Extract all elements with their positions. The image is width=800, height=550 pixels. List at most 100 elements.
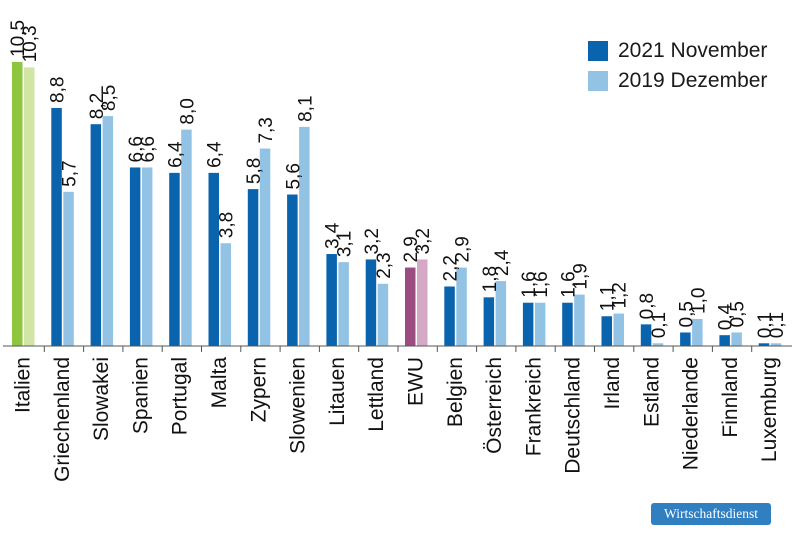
value-label-s1-oesterreich: 1,8	[480, 266, 501, 292]
category-label-deutschland: Deutschland	[562, 357, 585, 474]
bar-s2-deutschland	[574, 294, 585, 346]
bar-s1-luxemburg	[758, 343, 770, 346]
value-label-s1-deutschland: 1,6	[558, 271, 579, 297]
value-label-s2-italien: 10,3	[20, 25, 41, 62]
bar-s2-frankreich	[534, 302, 546, 346]
bar-s2-slowakei	[102, 116, 114, 346]
bar-s1-italien	[12, 61, 23, 346]
value-label-s2-portugal: 8,0	[177, 98, 198, 124]
category-label-zypern: Zypern	[247, 357, 270, 422]
bar-s2-litauen	[338, 262, 349, 346]
legend: 2021 November 2019 Dezember	[588, 36, 767, 96]
value-label-s1-lettland: 3,2	[362, 228, 383, 254]
bar-s1-slowenien	[287, 194, 298, 346]
x-axis	[3, 345, 792, 352]
bar-s2-estland	[652, 343, 664, 346]
bar-s2-oesterreich	[495, 281, 507, 346]
value-labels-group: 10,510,3 8,8 5,7 8,28,5 6,66,6 6,4 8,0 6,4 3,8 5,…	[8, 20, 788, 338]
value-label-s1-estland: 0,8	[637, 293, 658, 319]
value-label-s2-belgien: 2,9	[453, 236, 474, 262]
value-label-s1-zypern: 5,8	[244, 158, 265, 184]
legend-item-2019-dezember: 2019 Dezember	[588, 66, 767, 96]
bar-s1-niederlande	[680, 332, 691, 346]
value-label-s2-zypern: 7,3	[256, 117, 277, 143]
bar-s1-malta	[208, 172, 219, 346]
bar-s1-ewu	[405, 267, 416, 346]
value-label-s1-frankreich: 1,6	[519, 271, 540, 297]
value-label-s2-slowenien: 8,1	[295, 95, 316, 121]
value-label-s2-ewu: 3,2	[413, 228, 434, 254]
value-label-s2-finnland: 0,5	[728, 301, 749, 327]
category-label-portugal: Portugal	[169, 357, 192, 435]
value-label-s2-lettland: 2,3	[374, 252, 395, 278]
bar-s2-belgien	[456, 267, 467, 346]
value-label-s1-belgien: 2,2	[441, 255, 462, 281]
legend-label-2019-dezember: 2019 Dezember	[618, 69, 768, 92]
value-label-s1-litauen: 3,4	[323, 222, 344, 249]
value-label-s2-niederlande: 1,0	[688, 288, 709, 314]
bar-s2-irland	[613, 313, 624, 346]
bar-s2-slowenien	[299, 126, 310, 347]
bar-s2-italien	[24, 67, 35, 346]
category-labels-group: Italien Griechenland Slowakei Spanien Portug…	[12, 357, 782, 482]
bar-s2-malta	[220, 243, 231, 346]
bar-s1-belgien	[444, 286, 455, 346]
bar-s1-portugal	[169, 172, 180, 346]
bar-s2-luxemburg	[770, 343, 782, 346]
bar-s2-portugal	[181, 129, 192, 346]
value-label-s2-estland: 0,1	[649, 312, 670, 338]
bar-s2-finnland	[731, 332, 742, 346]
value-label-s1-irland: 1,1	[598, 285, 619, 311]
category-label-finnland: Finnland	[719, 357, 742, 438]
bar-s1-oesterreich	[483, 297, 495, 346]
bar-s1-lettland	[365, 259, 377, 346]
value-label-s2-frankreich: 1,6	[531, 271, 552, 297]
bar-s2-spanien	[141, 167, 153, 346]
bar-s1-slowakei	[90, 124, 102, 346]
value-label-s2-oesterreich: 2,4	[492, 249, 513, 276]
category-label-spanien: Spanien	[129, 357, 152, 434]
bar-s2-ewu	[417, 259, 428, 346]
value-label-s1-ewu: 2,9	[401, 236, 422, 262]
category-label-malta: Malta	[208, 357, 231, 409]
value-label-s1-griechenland: 8,8	[48, 77, 69, 103]
source-badge: Wirtschaftsdienst	[651, 503, 771, 525]
value-label-s1-spanien: 6,6	[126, 136, 147, 162]
category-label-estland: Estland	[640, 357, 663, 427]
category-label-ewu: EWU	[405, 357, 428, 406]
value-label-s2-luxemburg: 0,1	[767, 312, 788, 338]
bar-s1-irland	[601, 316, 612, 346]
bar-s1-spanien	[129, 167, 141, 346]
value-label-s2-malta: 3,8	[217, 212, 238, 238]
category-label-irland: Irland	[601, 357, 624, 410]
bar-s1-litauen	[326, 254, 337, 346]
legend-label-2021-november: 2021 November	[618, 39, 768, 62]
value-label-s1-portugal: 6,4	[165, 141, 186, 168]
value-label-s1-italien: 10,5	[8, 20, 29, 57]
category-label-niederlande: Niederlande	[680, 357, 703, 470]
category-label-slowenien: Slowenien	[287, 357, 310, 454]
bar-s1-deutschland	[562, 302, 573, 346]
legend-swatch-2021-november	[588, 41, 608, 61]
value-label-s1-malta: 6,4	[205, 141, 226, 168]
value-label-s1-slowakei: 8,2	[87, 93, 108, 119]
category-label-litauen: Litauen	[326, 357, 349, 426]
category-label-italien: Italien	[12, 357, 35, 413]
value-label-s1-niederlande: 0,5	[676, 301, 697, 327]
bar-s2-niederlande	[692, 318, 703, 346]
category-label-lettland: Lettland	[365, 357, 388, 432]
value-label-s2-griechenland: 5,7	[60, 160, 81, 186]
bar-s1-frankreich	[522, 302, 534, 346]
value-label-s2-deutschland: 1,9	[570, 263, 591, 289]
category-label-griechenland: Griechenland	[51, 357, 74, 482]
bar-s1-estland	[640, 324, 652, 346]
value-label-s2-irland: 1,2	[610, 282, 631, 308]
bar-s2-lettland	[377, 283, 389, 346]
value-label-s2-slowakei: 8,5	[99, 85, 120, 111]
category-label-frankreich: Frankreich	[522, 357, 545, 456]
category-label-luxemburg: Luxemburg	[758, 357, 781, 462]
legend-item-2021-november: 2021 November	[588, 36, 767, 66]
category-label-slowakei: Slowakei	[90, 357, 113, 441]
value-label-s1-finnland: 0,4	[716, 303, 737, 330]
